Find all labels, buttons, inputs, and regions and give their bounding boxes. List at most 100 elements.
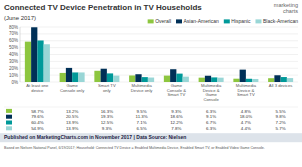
bar xyxy=(199,78,205,82)
bar xyxy=(113,76,119,82)
table-value: 5.7% xyxy=(276,126,286,131)
table-value: 5.5% xyxy=(276,109,286,114)
x-tick-label: MultimediaDevice only xyxy=(131,83,154,93)
text-line: Console xyxy=(203,97,219,102)
text-line: Device only xyxy=(131,88,154,93)
bar xyxy=(94,71,100,82)
text-line: Smart TV xyxy=(237,92,255,97)
table-value: 16.3% xyxy=(101,109,114,114)
y-tick-label: 40% xyxy=(9,52,18,57)
bar xyxy=(211,77,217,82)
bar xyxy=(25,42,31,82)
y-axis-line xyxy=(20,27,21,82)
text-line: Console only xyxy=(60,88,85,93)
table-value: 6.3% xyxy=(206,126,216,131)
bar xyxy=(31,27,37,82)
x-tick-label: MultimediaDevice &Smart TV xyxy=(236,83,257,97)
table-row-swatch xyxy=(6,109,12,113)
legend: OverallAsian-AmericanHispanicBlack-Ameri… xyxy=(148,18,299,24)
table-value: 54.9% xyxy=(31,126,44,131)
text-line: charts xyxy=(283,8,298,14)
legend-label: Overall xyxy=(155,18,171,24)
bar xyxy=(60,73,66,82)
table-value: 13.9% xyxy=(66,120,79,125)
legend-swatch xyxy=(148,19,154,23)
table-row-swatch xyxy=(6,126,12,130)
y-tick-label: 10% xyxy=(9,73,18,78)
table-value: 18.0% xyxy=(240,114,253,119)
table-value: 6.7% xyxy=(206,120,216,125)
grid-line xyxy=(20,54,298,55)
y-tick-label: 30% xyxy=(9,59,18,64)
grid-line xyxy=(20,47,298,48)
table-value: 60.4% xyxy=(31,120,44,125)
table-value: 19.3% xyxy=(101,114,114,119)
table-value: 11.3% xyxy=(136,114,148,119)
table-value: 7.2% xyxy=(276,120,286,125)
table-value: 7.8% xyxy=(171,126,181,131)
table-value: 13.9% xyxy=(66,126,79,131)
table-value: 9.3% xyxy=(171,109,181,114)
subtitle: (June 2017) xyxy=(4,15,36,21)
bar xyxy=(217,78,223,82)
bar xyxy=(274,75,280,82)
footer-band xyxy=(0,133,302,142)
table-value: 9.1% xyxy=(206,114,216,119)
table-value: 12.2% xyxy=(170,120,183,125)
legend-swatch xyxy=(224,19,230,23)
grid-line xyxy=(20,27,298,28)
legend-label: Hispanic xyxy=(231,18,251,24)
table-value: 18.6% xyxy=(170,114,183,119)
bar xyxy=(129,75,135,82)
bar xyxy=(78,72,84,82)
table-value: 58.7% xyxy=(31,109,44,114)
bar xyxy=(148,78,154,82)
x-tick-label: All 3 devices xyxy=(269,83,293,88)
bar xyxy=(37,40,43,82)
bar xyxy=(176,74,182,82)
footer: Published on MarketingCharts.com in Nove… xyxy=(4,134,186,140)
table-value: 13.2% xyxy=(66,109,79,114)
table-value: 4.8% xyxy=(241,109,251,114)
x-tick-label: At least onedevice xyxy=(26,83,49,93)
table-rule xyxy=(4,107,298,108)
footnote: Based on Nielsen National Panel, 6/19/20… xyxy=(4,146,265,150)
table-value: 79.6% xyxy=(31,114,44,119)
bar xyxy=(101,69,107,82)
table-value: 12.5% xyxy=(101,120,114,125)
table-value: 4.4% xyxy=(241,126,251,131)
table-value: 9.3% xyxy=(102,126,112,131)
bar xyxy=(164,76,170,82)
bar xyxy=(281,77,287,82)
table-row-swatch xyxy=(6,121,12,125)
text-line: device xyxy=(31,88,44,93)
bars xyxy=(25,27,293,82)
x-tick-label: MultimediaDevice &GameConsole xyxy=(201,83,222,102)
bar xyxy=(287,78,293,82)
text-line: All 3 devices xyxy=(269,83,293,88)
legend-label: Black-American xyxy=(263,18,298,24)
title: Connected TV Device Penetration in TV Ho… xyxy=(4,3,202,12)
table-value: 6.5% xyxy=(137,126,147,131)
y-tick-label: 60% xyxy=(9,38,18,43)
y-tick-label: 50% xyxy=(9,45,18,50)
table-value: 20.5% xyxy=(66,114,79,119)
bar xyxy=(268,78,274,82)
bar xyxy=(240,70,246,82)
grid-line xyxy=(20,68,298,69)
x-tick-label: GameConsole only xyxy=(60,83,85,93)
grid xyxy=(20,27,298,82)
bar xyxy=(72,72,78,82)
y-tick-label: 70% xyxy=(9,31,18,36)
bar xyxy=(252,79,258,82)
text-line: only xyxy=(103,88,112,93)
grid-line xyxy=(20,61,298,62)
table-value: 9.5% xyxy=(137,109,147,114)
legend-swatch xyxy=(255,19,261,23)
y-tick-label: 0% xyxy=(11,80,18,85)
table-value: 9.8% xyxy=(276,114,286,119)
legend-swatch xyxy=(176,19,182,23)
bar xyxy=(107,73,113,82)
table-row-swatch xyxy=(6,115,12,119)
bar xyxy=(205,76,211,82)
